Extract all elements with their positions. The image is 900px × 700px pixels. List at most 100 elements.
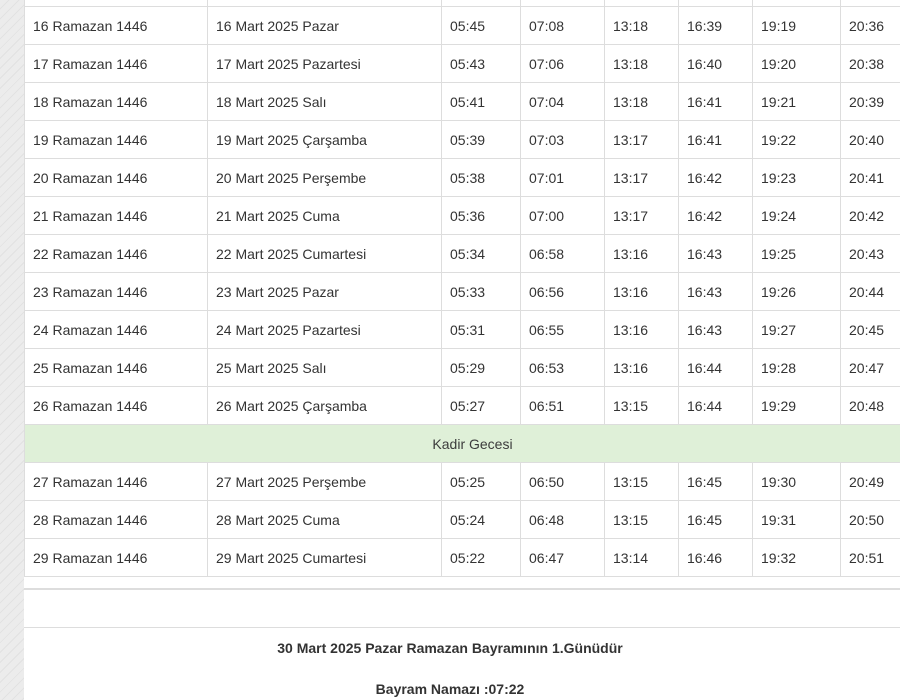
miladi-date-cell: 18 Mart 2025 Salı: [207, 82, 442, 121]
imsak-cell: 05:34: [441, 234, 521, 273]
divider: [24, 627, 900, 628]
gunes-cell: 06:56: [520, 272, 605, 311]
column-line: [207, 0, 208, 6]
ogle-cell: 13:18: [604, 44, 679, 83]
hicri-date-cell: 19 Ramazan 1446: [24, 120, 208, 159]
ikindi-cell: 16:45: [678, 500, 753, 539]
miladi-date-cell: 27 Mart 2025 Perşembe: [207, 462, 442, 501]
imsak-cell: 05:38: [441, 158, 521, 197]
table-row: 18 Ramazan 1446 18 Mart 2025 Salı 05:41 07:…: [24, 82, 900, 121]
table-row: 17 Ramazan 1446 17 Mart 2025 Pazartesi 05:…: [24, 44, 900, 83]
hicri-date-cell: 26 Ramazan 1446: [24, 386, 208, 425]
table-row: 16 Ramazan 1446 16 Mart 2025 Pazar 05:45 07…: [24, 6, 900, 45]
ikindi-cell: 16:45: [678, 462, 753, 501]
miladi-date-cell: 16 Mart 2025 Pazar: [207, 6, 442, 45]
column-line: [24, 0, 25, 6]
hicri-date-cell: 27 Ramazan 1446: [24, 462, 208, 501]
gunes-cell: 06:50: [520, 462, 605, 501]
table-row: 20 Ramazan 1446 20 Mart 2025 Perşembe 05:3…: [24, 158, 900, 197]
imsak-cell: 05:31: [441, 310, 521, 349]
hicri-date-cell: 25 Ramazan 1446: [24, 348, 208, 387]
yatsi-cell: 20:42: [840, 196, 900, 235]
table-row: 21 Ramazan 1446 21 Mart 2025 Cuma 05:36 07:…: [24, 196, 900, 235]
aksam-cell: 19:21: [752, 82, 841, 121]
miladi-date-cell: 23 Mart 2025 Pazar: [207, 272, 442, 311]
ogle-cell: 13:16: [604, 310, 679, 349]
hicri-date-cell: 29 Ramazan 1446: [24, 538, 208, 577]
gunes-cell: 07:00: [520, 196, 605, 235]
page-background: [0, 0, 24, 700]
ogle-cell: 13:15: [604, 500, 679, 539]
ikindi-cell: 16:40: [678, 44, 753, 83]
ikindi-cell: 16:42: [678, 196, 753, 235]
ikindi-cell: 16:41: [678, 120, 753, 159]
bayram-namazi: Bayram Namazı :07:22: [375, 681, 525, 697]
imsak-cell: 05:22: [441, 538, 521, 577]
yatsi-cell: 20:47: [840, 348, 900, 387]
ikindi-cell: 16:43: [678, 310, 753, 349]
ogle-cell: 13:16: [604, 272, 679, 311]
miladi-date-cell: 28 Mart 2025 Cuma: [207, 500, 442, 539]
miladi-date-cell: 20 Mart 2025 Perşembe: [207, 158, 442, 197]
aksam-cell: 19:22: [752, 120, 841, 159]
ogle-cell: 13:15: [604, 386, 679, 425]
yatsi-cell: 20:51: [840, 538, 900, 577]
ogle-cell: 13:15: [604, 462, 679, 501]
gunes-cell: 07:01: [520, 158, 605, 197]
column-line: [840, 0, 841, 6]
imsak-cell: 05:45: [441, 6, 521, 45]
hicri-date-cell: 20 Ramazan 1446: [24, 158, 208, 197]
aksam-cell: 19:25: [752, 234, 841, 273]
table-row: 29 Ramazan 1446 29 Mart 2025 Cumartesi 05:…: [24, 538, 900, 577]
gunes-cell: 06:48: [520, 500, 605, 539]
table-bottom-border: [24, 588, 900, 590]
imsak-cell: 05:41: [441, 82, 521, 121]
yatsi-cell: 20:36: [840, 6, 900, 45]
miladi-date-cell: 17 Mart 2025 Pazartesi: [207, 44, 442, 83]
imsak-cell: 05:25: [441, 462, 521, 501]
ikindi-cell: 16:44: [678, 348, 753, 387]
imsak-cell: 05:39: [441, 120, 521, 159]
aksam-cell: 19:28: [752, 348, 841, 387]
column-line: [441, 0, 442, 6]
yatsi-cell: 20:44: [840, 272, 900, 311]
hicri-date-cell: 22 Ramazan 1446: [24, 234, 208, 273]
imsak-cell: 05:29: [441, 348, 521, 387]
aksam-cell: 19:26: [752, 272, 841, 311]
miladi-date-cell: 25 Mart 2025 Salı: [207, 348, 442, 387]
gunes-cell: 06:55: [520, 310, 605, 349]
gunes-cell: 06:51: [520, 386, 605, 425]
ogle-cell: 13:17: [604, 196, 679, 235]
aksam-cell: 19:31: [752, 500, 841, 539]
ikindi-cell: 16:42: [678, 158, 753, 197]
ikindi-cell: 16:43: [678, 272, 753, 311]
gunes-cell: 07:04: [520, 82, 605, 121]
hicri-date-cell: 28 Ramazan 1446: [24, 500, 208, 539]
ogle-cell: 13:17: [604, 158, 679, 197]
miladi-date-cell: 24 Mart 2025 Pazartesi: [207, 310, 442, 349]
table-row: 28 Ramazan 1446 28 Mart 2025 Cuma 05:24 06:…: [24, 500, 900, 539]
yatsi-cell: 20:48: [840, 386, 900, 425]
ikindi-cell: 16:46: [678, 538, 753, 577]
ogle-cell: 13:16: [604, 234, 679, 273]
miladi-date-cell: 19 Mart 2025 Çarşamba: [207, 120, 442, 159]
imsak-cell: 05:24: [441, 500, 521, 539]
table-row: 27 Ramazan 1446 27 Mart 2025 Perşembe 05:2…: [24, 462, 900, 501]
column-line: [752, 0, 753, 6]
gunes-cell: 06:58: [520, 234, 605, 273]
ikindi-cell: 16:44: [678, 386, 753, 425]
ogle-cell: 13:14: [604, 538, 679, 577]
column-line: [520, 0, 521, 6]
table-row: 26 Ramazan 1446 26 Mart 2025 Çarşamba 05:2…: [24, 386, 900, 425]
ogle-cell: 13:16: [604, 348, 679, 387]
imsak-cell: 05:36: [441, 196, 521, 235]
ikindi-cell: 16:41: [678, 82, 753, 121]
yatsi-cell: 20:50: [840, 500, 900, 539]
hicri-date-cell: 21 Ramazan 1446: [24, 196, 208, 235]
imsak-cell: 05:33: [441, 272, 521, 311]
ogle-cell: 13:17: [604, 120, 679, 159]
bayram-info: 30 Mart 2025 Pazar Ramazan Bayramının 1.…: [277, 640, 623, 656]
note-cell: Kadir Gecesi: [24, 424, 900, 463]
kadir-gecesi-row: Kadir Gecesi: [24, 424, 900, 463]
aksam-cell: 19:20: [752, 44, 841, 83]
